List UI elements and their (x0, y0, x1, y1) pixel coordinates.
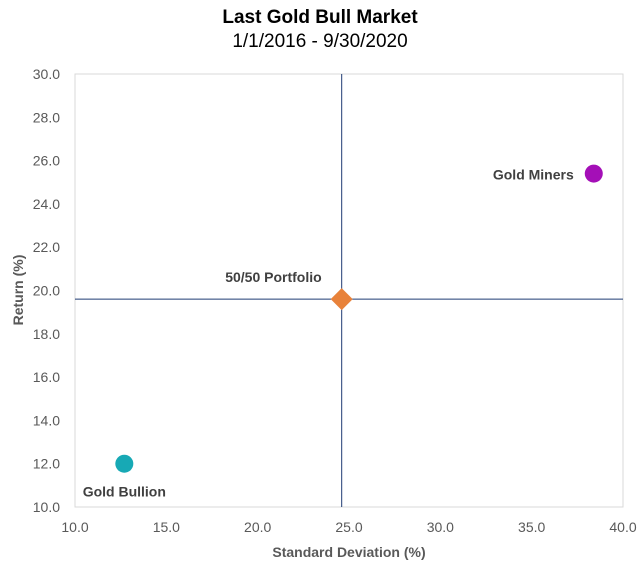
chart-title: Last Gold Bull Market (222, 7, 418, 28)
plot-area (74, 73, 624, 508)
x-tick-label: 30.0 (427, 519, 454, 535)
y-tick-label: 10.0 (33, 499, 60, 515)
y-tick-label: 26.0 (33, 153, 60, 169)
chart-subtitle: 1/1/2016 - 9/30/2020 (232, 31, 407, 52)
data-points: Gold Bullion 50/50 Portfolio Gold Miners (83, 164, 603, 500)
y-tick-label: 16.0 (33, 369, 60, 385)
y-tick-label: 12.0 (33, 456, 60, 472)
y-tick-label: 30.0 (33, 66, 60, 82)
y-tick-label: 18.0 (33, 326, 60, 342)
gold-miners-marker (584, 164, 603, 183)
y-axis-ticks: 10.0 12.0 14.0 16.0 18.0 20.0 22.0 24.0 26.0 28.0… (33, 66, 60, 515)
x-axis-ticks: 10.0 15.0 20.0 25.0 30.0 35.0 40.0 (61, 519, 636, 535)
x-axis-label: Standard Deviation (%) (272, 544, 425, 560)
y-axis-label: Return (%) (10, 255, 26, 326)
gold-miners-label: Gold Miners (493, 167, 574, 183)
50-50-portfolio-marker (330, 288, 353, 311)
50-50-portfolio-label: 50/50 Portfolio (225, 269, 321, 285)
gold-bullion-marker (115, 454, 134, 473)
y-tick-label: 14.0 (33, 412, 60, 428)
gold-bullion-label: Gold Bullion (83, 484, 166, 500)
y-tick-label: 20.0 (33, 283, 60, 299)
y-tick-label: 22.0 (33, 239, 60, 255)
x-tick-label: 20.0 (244, 519, 271, 535)
x-tick-label: 15.0 (153, 519, 180, 535)
x-tick-label: 25.0 (335, 519, 362, 535)
reference-lines (75, 74, 623, 507)
x-tick-label: 10.0 (61, 519, 88, 535)
y-tick-label: 28.0 (33, 109, 60, 125)
y-tick-label: 24.0 (33, 196, 60, 212)
x-tick-label: 40.0 (609, 519, 636, 535)
x-tick-label: 35.0 (518, 519, 545, 535)
